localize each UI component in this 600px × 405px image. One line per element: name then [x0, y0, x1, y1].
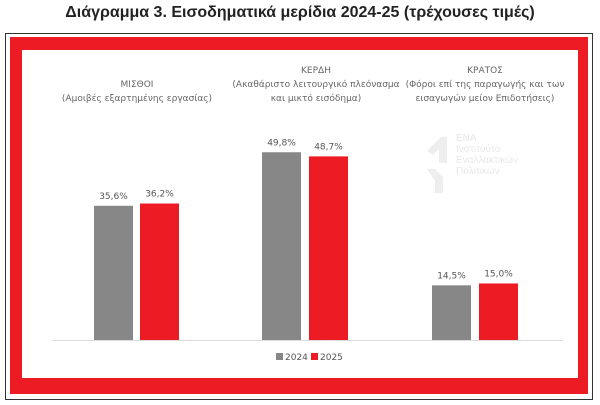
legend-label: 2024	[285, 353, 308, 363]
bar-2024-0	[94, 205, 133, 340]
legend-swatch-2025	[311, 353, 318, 360]
bar-2025-2	[479, 283, 518, 340]
watermark-line: Εναλλακτικών	[456, 155, 518, 166]
category-label-misthoi: ΜΙΣΘΟΙ (Αμοιβές εξαρτημένης εργασίας)	[47, 78, 227, 106]
legend-label: 2025	[320, 353, 343, 363]
category-name: ΚΡΑΤΟΣ	[467, 66, 503, 76]
data-label: 14,5%	[437, 271, 466, 281]
bar-2025-0	[140, 203, 179, 340]
watermark-line: ΕΝΑ	[456, 133, 477, 144]
legend-swatch-2024	[276, 353, 283, 360]
chart-title: Διάγραμμα 3. Εισοδηματικά μερίδια 2024-2…	[65, 4, 535, 21]
data-label: 36,2%	[145, 190, 174, 200]
data-label: 48,7%	[314, 142, 343, 152]
category-name: ΜΙΣΘΟΙ	[120, 80, 154, 90]
category-desc: (Ακαθάριστο λειτουργικό πλεόνασμα	[232, 80, 400, 90]
category-label-kerdi: ΚΕΡΔΗ (Ακαθάριστο λειτουργικό πλεόνασμα …	[216, 64, 416, 106]
category-label-kratos: ΚΡΑΤΟΣ (Φόροι επί της παραγωγής και των …	[385, 64, 585, 106]
category-desc: (Αμοιβές εξαρτημένης εργασίας)	[61, 94, 213, 104]
category-desc2: και μικτό εισόδημα)	[270, 94, 362, 104]
bar-2024-2	[432, 285, 471, 340]
data-label: 35,6%	[99, 192, 128, 202]
category-desc2: εισαγωγών μείον Επιδοτήσεις)	[415, 94, 555, 104]
category-name: ΚΕΡΔΗ	[301, 66, 331, 76]
data-label: 15,0%	[484, 269, 513, 279]
logo-icon	[427, 137, 447, 193]
watermark-line: Πολιτικών	[456, 166, 500, 177]
data-label: 49,8%	[267, 138, 296, 148]
bar-2025-1	[309, 156, 348, 340]
category-desc: (Φόροι επί της παραγωγής και των	[405, 80, 565, 90]
watermark-line: Ινστιτούτο	[456, 144, 501, 155]
bar-2024-1	[262, 152, 301, 340]
